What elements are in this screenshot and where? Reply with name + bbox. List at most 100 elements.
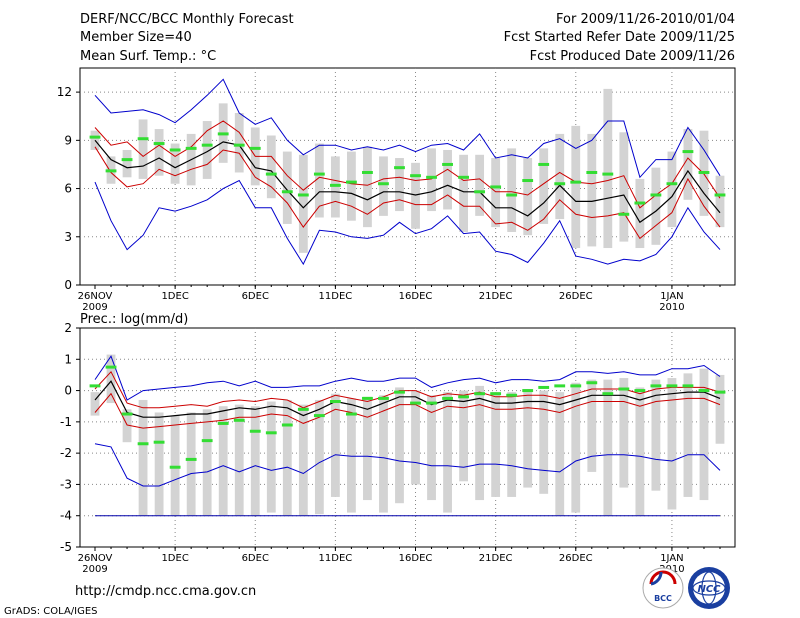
observation-mark [137,137,149,141]
ensemble-box [170,143,180,184]
plot-frame [79,67,736,286]
observation-mark [650,193,662,197]
ensemble-box [411,162,420,229]
ensemble-box [90,392,100,416]
member-size: Member Size=40 [80,30,192,45]
ensemble-box [523,158,533,236]
y-tick-label: 9 [64,133,72,147]
ensemble-box [154,129,164,176]
ensemble-box [218,406,228,516]
observation-mark [329,400,341,404]
ensemble-box [266,135,276,199]
observation-mark [522,389,534,393]
ensemble-box [234,113,244,173]
forecast-period: For 2009/11/26-2010/01/04 [556,12,735,27]
ensemble-box [491,158,501,228]
observation-mark [442,396,453,400]
observation-mark [378,182,389,186]
ensemble-box [635,387,645,516]
y-tick-label: -4 [60,509,72,523]
ensemble-box [507,148,517,232]
ensemble-box [619,132,629,242]
ensemble-box [555,392,565,516]
observation-mark [153,142,165,146]
upper-spread-line [94,120,721,209]
y-tick-label: 3 [64,230,72,244]
ensemble-box [347,398,356,513]
observation-mark [714,390,726,394]
ensemble-box [427,395,436,501]
ensemble-mean-line [94,139,721,224]
ensemble-box [347,151,356,221]
ensemble-box [363,146,372,228]
bcc-logo-text: BCC [654,594,672,603]
observation-mark [474,190,486,194]
observation-mark [265,172,277,176]
observation-mark [682,150,694,154]
observation-mark [362,396,373,400]
observation-mark [506,393,518,397]
observation-mark [201,439,213,443]
ensemble-box [715,374,725,444]
observation-mark [650,384,662,388]
y-tick-label: -1 [60,415,72,429]
ensemble-box [667,151,677,228]
x-tick-label: 6DEC [242,291,269,302]
observation-mark [89,384,101,388]
observation-mark [474,392,486,396]
upper-spread-line [94,370,721,409]
figure-title: DERF/NCC/BCC Monthly Forecast [80,12,294,27]
x-tick-label: 1DEC [161,291,188,302]
ensemble-box [234,404,244,516]
source-url: http://cmdp.ncc.cma.gov.cn [75,584,256,599]
observation-mark [281,423,293,427]
ensemble-box [186,412,196,516]
ensemble-box [667,378,677,510]
ensemble-box [427,148,436,212]
observation-mark [201,143,213,147]
observation-mark [426,401,437,405]
observation-mark [666,182,678,186]
ensemble-box [475,154,485,216]
ensemble-box [298,154,308,253]
ensemble-box [282,399,292,516]
ensemble-box [491,392,501,497]
y-tick-label: 12 [57,85,72,99]
observation-mark [217,421,229,425]
x-tick-label: 26NOV [78,291,113,302]
observation-mark [506,193,518,197]
observation-mark [313,172,325,176]
observation-mark [169,148,181,152]
ensemble-box [539,390,549,494]
observation-mark [362,170,373,174]
x-tick-sublabel: 2009 [82,564,107,575]
observation-mark [394,166,405,170]
ensemble-box [363,396,372,501]
x-tick-label: 26DEC [559,291,593,302]
precip-panel-label: Prec.: log(mm/d) [80,312,188,327]
forecast-started-date: Fcst Started Refer Date 2009/11/25 [504,30,735,45]
x-tick-label: 11DEC [319,553,353,564]
ensemble-box [523,389,533,488]
ensemble-box [651,379,661,491]
ensemble-box [475,385,485,501]
ensemble-box [330,156,340,218]
x-tick-label: 26DEC [559,553,593,564]
ensemble-box [571,382,581,513]
ensemble-box [330,393,340,497]
observation-mark [538,162,550,166]
observation-mark [153,440,165,444]
observation-mark [105,365,117,369]
observation-mark [346,180,357,184]
observation-mark [265,431,277,435]
x-tick-label: 6DEC [242,553,269,564]
observation-mark [586,170,598,174]
observation-mark [714,193,726,197]
x-tick-label: 1JAN [660,553,683,564]
ensemble-box [122,409,132,443]
x-tick-label: 1JAN [660,291,683,302]
ensemble-box [411,390,420,485]
ensemble-box [266,401,276,513]
